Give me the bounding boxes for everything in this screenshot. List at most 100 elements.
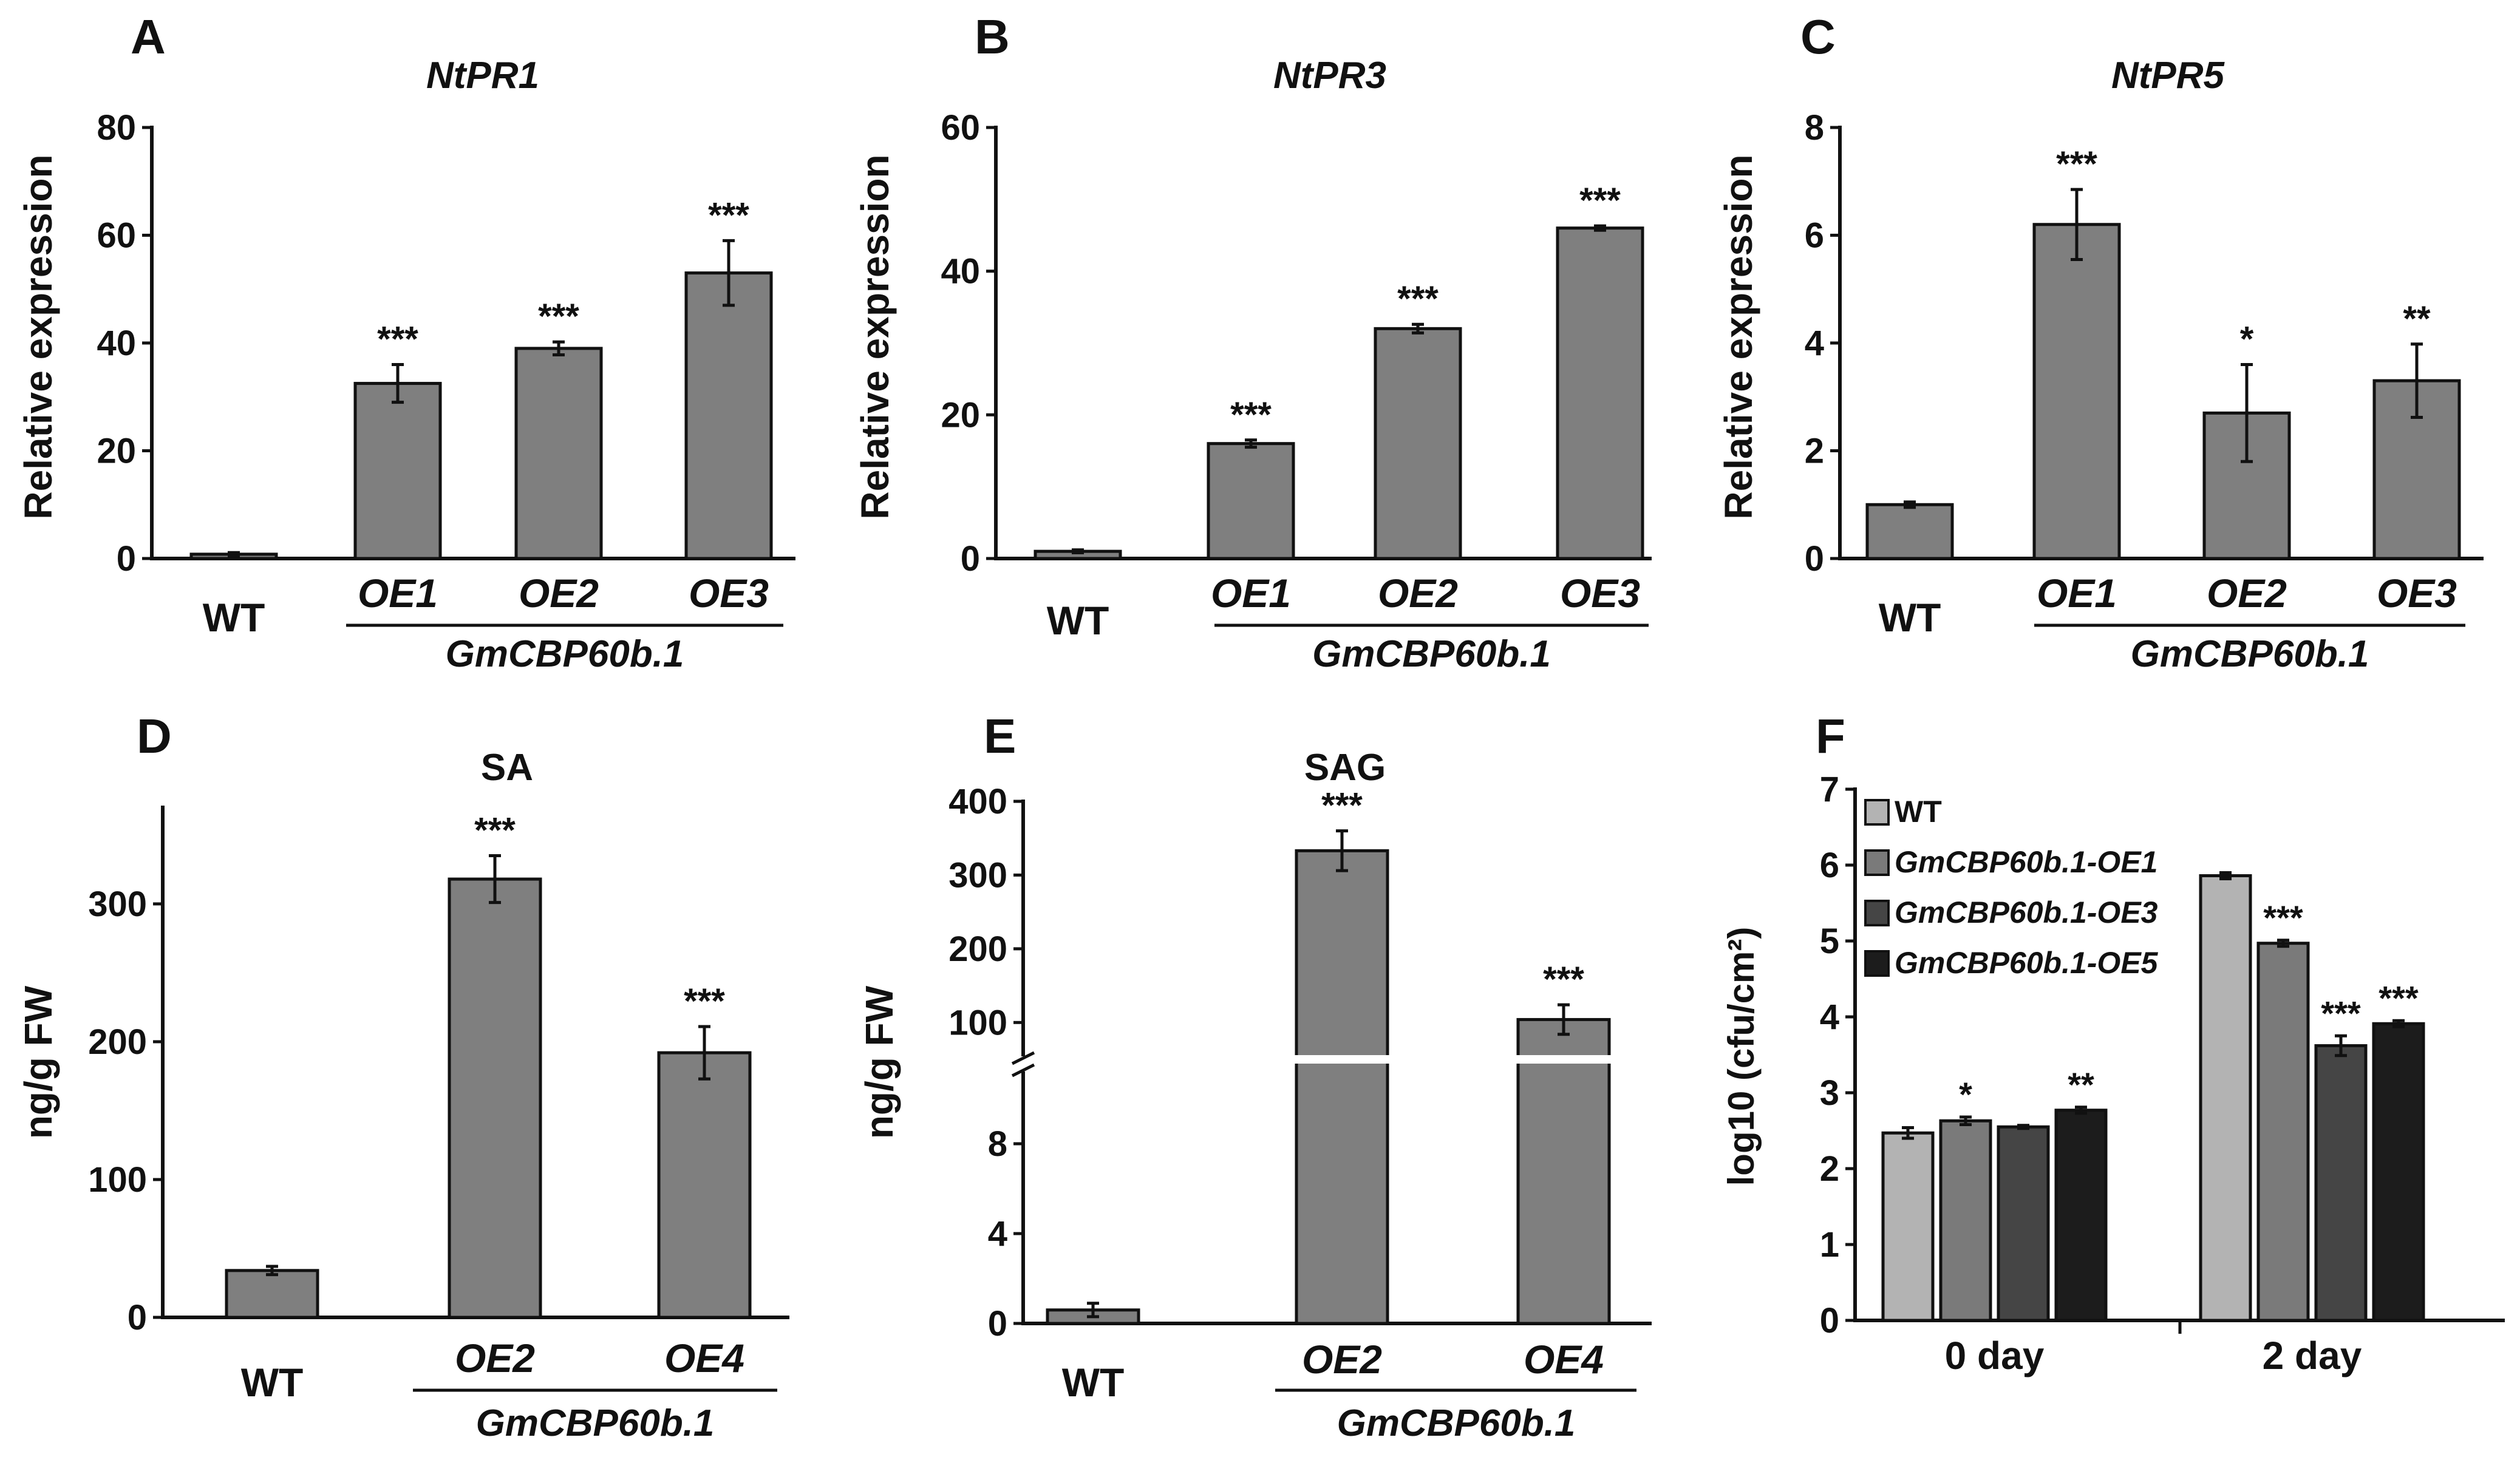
panel-a-letter: A bbox=[131, 10, 166, 64]
panel-d-bar-0 bbox=[225, 1269, 319, 1319]
panel-e-chart: E SAG ng/g FW 0 4 8 100 200 300 400 WT *** OE2 *** OE4… bbox=[857, 709, 1652, 1444]
panel-f-legend-label-0: WT bbox=[1895, 795, 1942, 829]
panel-d-ytick-label-3: 300 bbox=[88, 885, 147, 924]
panel-b-category-0: WT bbox=[1047, 598, 1109, 643]
panel-d-category-2: OE4 bbox=[664, 1336, 744, 1381]
panel-a-ylabel: Relative expression bbox=[16, 154, 60, 519]
panel-f-star-s3-c1: *** bbox=[2379, 979, 2419, 1017]
panel-d-ytick-label-2: 200 bbox=[88, 1022, 147, 1062]
panel-c-star-2: * bbox=[2240, 320, 2254, 359]
panel-a-bar-3 bbox=[684, 271, 773, 560]
panel-c-category-0: WT bbox=[1879, 595, 1941, 640]
panel-f-bar-s0-c1 bbox=[2199, 874, 2252, 1322]
panel-a-group-label: GmCBP60b.1 bbox=[446, 633, 684, 675]
panel-a-category-2: OE2 bbox=[519, 571, 599, 616]
panel-c-ylabel: Relative expression bbox=[1717, 154, 1760, 519]
panel-a-ytick-label-3: 60 bbox=[97, 216, 136, 256]
panel-f-ytick-label-5: 5 bbox=[1820, 922, 1839, 961]
panel-f-legend-swatch-0 bbox=[1864, 799, 1890, 826]
panel-e-bar-break-1 bbox=[1293, 1055, 1391, 1064]
panel-f-star-s2-c1: *** bbox=[2321, 994, 2361, 1032]
panel-c-category-3: OE3 bbox=[2377, 571, 2457, 616]
panel-f-bar-s2-c0 bbox=[1997, 1125, 2050, 1322]
panel-d-star-1: *** bbox=[474, 810, 516, 850]
panel-e-category-1: OE2 bbox=[1302, 1337, 1382, 1382]
panel-a-category-1: OE1 bbox=[358, 571, 438, 616]
panel-e-category-2: OE4 bbox=[1524, 1337, 1604, 1382]
panel-d-bar-1 bbox=[448, 877, 542, 1319]
panel-f-star-s1-c0: * bbox=[1959, 1075, 1972, 1113]
panel-d-chart: D SA ng/g FW 0 100 200 300 WT *** OE2 *** OE4 GmCBP6… bbox=[16, 709, 789, 1444]
panel-e-axis-break-bottom bbox=[1011, 1063, 1035, 1078]
panel-e-upper-ytick-label-3: 400 bbox=[948, 782, 1007, 821]
panel-c-letter: C bbox=[1800, 10, 1836, 64]
panel-e-upper-ytick-label-1: 200 bbox=[948, 929, 1007, 969]
panel-e-letter: E bbox=[984, 709, 1016, 763]
panel-b-bar-2 bbox=[1374, 327, 1462, 560]
panel-f-ytick-label-3: 3 bbox=[1820, 1073, 1839, 1113]
panel-a-bar-2 bbox=[514, 347, 603, 560]
panel-e-lower-ytick-label-0: 0 bbox=[988, 1304, 1007, 1343]
panel-e-upper-ytick-label-0: 100 bbox=[948, 1003, 1007, 1042]
panel-f-bar-s3-c0 bbox=[2054, 1109, 2108, 1322]
panel-f-bar-s2-c1 bbox=[2314, 1044, 2368, 1322]
panel-f-legend-label-2: GmCBP60b.1-OE3 bbox=[1895, 895, 2158, 929]
panel-a-ytick-label-4: 80 bbox=[97, 108, 136, 148]
panel-a-ytick-label-2: 40 bbox=[97, 324, 136, 363]
panel-c-ytick-label-1: 2 bbox=[1805, 432, 1824, 471]
panel-f-ytick-label-7: 7 bbox=[1820, 770, 1839, 809]
panel-b-bar-1 bbox=[1207, 442, 1295, 560]
panel-f-legend-label-1: GmCBP60b.1-OE1 bbox=[1895, 845, 2157, 879]
panel-d-title: SA bbox=[481, 747, 533, 789]
panel-d-bar-2 bbox=[657, 1051, 752, 1319]
panel-e-category-0: WT bbox=[1062, 1360, 1125, 1405]
panel-c-ytick-label-0: 0 bbox=[1805, 539, 1824, 579]
panel-f-bar-s1-c0 bbox=[1939, 1119, 1992, 1322]
panel-b-ytick-label-0: 0 bbox=[961, 539, 980, 579]
panel-c-ytick-label-4: 8 bbox=[1805, 108, 1824, 148]
panel-b-bar-3 bbox=[1556, 226, 1644, 560]
panel-f-ytick-label-2: 2 bbox=[1820, 1149, 1839, 1189]
panel-a-ytick-label-0: 0 bbox=[117, 539, 136, 579]
panel-d-star-2: *** bbox=[684, 982, 725, 1021]
panel-b-ytick-label-1: 20 bbox=[941, 395, 980, 435]
panel-f-ytick-label-6: 6 bbox=[1820, 846, 1839, 885]
panel-d-letter: D bbox=[137, 709, 172, 763]
panel-f-letter: F bbox=[1816, 709, 1845, 763]
panel-c-star-3: ** bbox=[2403, 299, 2431, 339]
panel-a-title: NtPR1 bbox=[426, 55, 539, 97]
panel-f-legend-swatch-1 bbox=[1864, 849, 1890, 876]
panel-a-category-3: OE3 bbox=[689, 571, 769, 616]
panel-f-ytick-label-1: 1 bbox=[1820, 1225, 1839, 1265]
panel-e-ylabel: ng/g FW bbox=[857, 985, 901, 1139]
panel-c-ytick-label-2: 4 bbox=[1805, 324, 1824, 363]
panel-e-star-1: *** bbox=[1321, 786, 1363, 826]
panel-e-bar-break-2 bbox=[1514, 1055, 1613, 1064]
panel-b-group-label: GmCBP60b.1 bbox=[1312, 633, 1551, 675]
panel-f-ytick-label-4: 4 bbox=[1820, 997, 1839, 1037]
panel-c-category-1: OE1 bbox=[2037, 571, 2117, 616]
panel-c-category-2: OE2 bbox=[2207, 571, 2287, 616]
panel-f-legend-swatch-2 bbox=[1864, 900, 1890, 926]
panel-f-star-s3-c0: ** bbox=[2068, 1065, 2094, 1104]
panel-b-category-1: OE1 bbox=[1211, 571, 1291, 616]
panel-b-category-2: OE2 bbox=[1378, 571, 1458, 616]
panel-f-bar-s1-c1 bbox=[2256, 942, 2310, 1322]
panel-b-title: NtPR3 bbox=[1273, 55, 1386, 97]
panel-a-ytick-label-1: 20 bbox=[97, 432, 136, 471]
panel-f-category-0: 0 day bbox=[1945, 1334, 2045, 1377]
panel-f-bar-s3-c1 bbox=[2372, 1022, 2425, 1322]
panel-f-ylabel: log10 (cfu/cm²) bbox=[1721, 927, 1762, 1186]
panel-a-star-3: *** bbox=[708, 195, 749, 235]
panel-b-star-1: *** bbox=[1230, 395, 1272, 435]
panel-e-lower-ytick-label-1: 4 bbox=[988, 1214, 1007, 1254]
panel-d-ytick-label-0: 0 bbox=[128, 1298, 147, 1337]
panel-e-axis-break-top bbox=[1011, 1051, 1035, 1065]
panel-c-group-label: GmCBP60b.1 bbox=[2131, 633, 2369, 675]
panel-a-chart: A NtPR1 Relative expression 0 20 40 60 80 WT *** O… bbox=[16, 10, 795, 675]
panel-d-ytick-label-1: 100 bbox=[88, 1160, 147, 1200]
panel-d-ylabel: ng/g FW bbox=[16, 985, 60, 1139]
panel-c-title: NtPR5 bbox=[2111, 55, 2225, 97]
panel-c-ytick-label-3: 6 bbox=[1805, 216, 1824, 256]
